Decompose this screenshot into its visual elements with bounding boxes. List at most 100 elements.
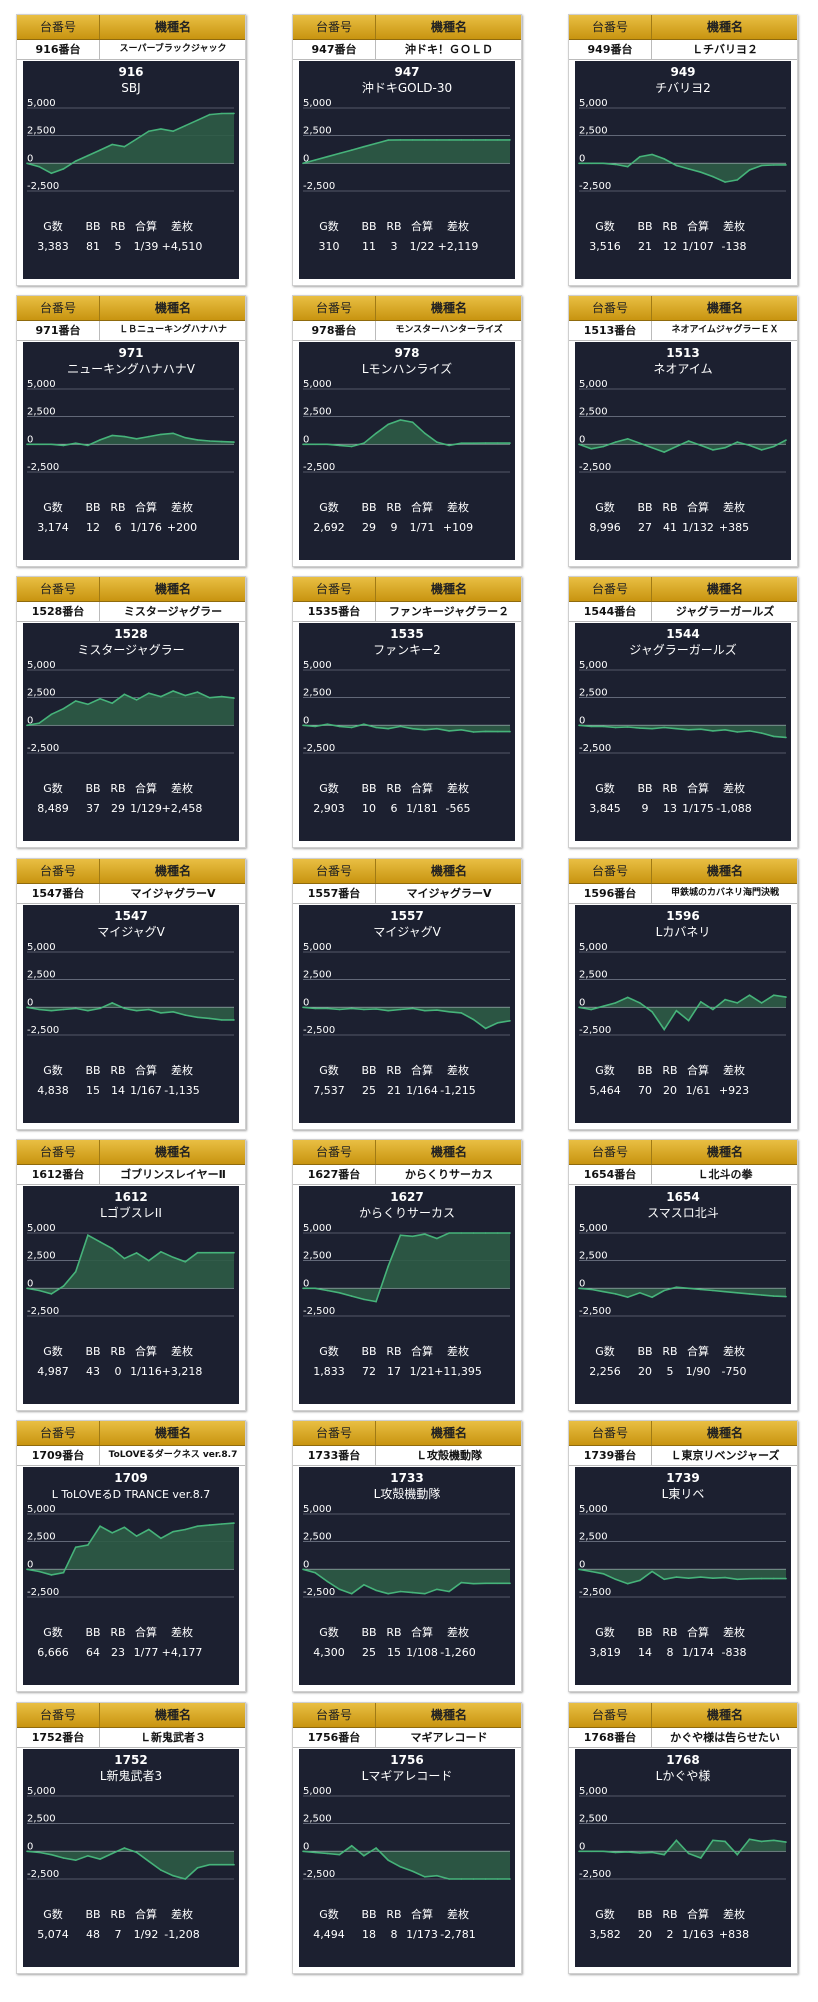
card-info-row: 1547番台 マイジャグラーⅤ bbox=[17, 884, 245, 904]
stat-value-diff: -1,215 bbox=[440, 1084, 475, 1097]
machine-card[interactable]: 台番号 機種名 1627番台 からくりサーカス 1627 からくりサーカス 5,000 2,5… bbox=[292, 1139, 522, 1411]
data-point bbox=[74, 1546, 77, 1548]
data-point bbox=[38, 443, 40, 446]
y-tick-label: 0 bbox=[303, 715, 309, 726]
data-point bbox=[700, 1857, 702, 1859]
data-point bbox=[196, 439, 199, 441]
machine-name: からくりサーカス bbox=[375, 1165, 522, 1184]
data-point bbox=[387, 1592, 389, 1595]
data-point bbox=[724, 1576, 726, 1579]
stat-label-diff: 差枚 bbox=[447, 1625, 469, 1639]
machine-card[interactable]: 台番号 機種名 1709番台 ToLOVEるダークネス ver.8.7 1709 L To… bbox=[16, 1420, 246, 1692]
series-line bbox=[302, 1568, 510, 1595]
stat-value-rb: 17 bbox=[387, 1365, 401, 1378]
machine-card[interactable]: 台番号 機種名 916番台 スーパーブラックジャック 916 SBJ 5,000 2,500 0… bbox=[16, 14, 246, 286]
machine-card[interactable]: 台番号 機種名 949番台 Ｌチバリヨ２ 949 チバリヨ2 5,000 2,500 0 -2,5… bbox=[568, 14, 798, 286]
series-line bbox=[302, 723, 510, 733]
stat-label-rb: RB bbox=[662, 1345, 677, 1358]
machine-card[interactable]: 台番号 機種名 1513番台 ネオアイムジャグラーＥＸ 1513 ネオアイム 5,000 2,… bbox=[568, 295, 798, 567]
y-tick-label: -2,500 bbox=[27, 743, 59, 754]
data-point bbox=[651, 1296, 653, 1298]
stat-value-total: 1/71 bbox=[410, 521, 435, 534]
series-area bbox=[579, 1287, 786, 1298]
diff-chart: 1596 Lカバネリ 5,000 2,500 0 -2,500 G数 BB RB 合算 差枚 5,46… bbox=[578, 909, 787, 1097]
data-point bbox=[448, 730, 450, 732]
machine-card[interactable]: 台番号 機種名 1596番台 甲鉄城のカバネリ海門決戦 1596 Lカバネリ 5,000 2,… bbox=[568, 858, 798, 1130]
stat-label-rb: RB bbox=[662, 501, 677, 514]
data-point bbox=[614, 441, 617, 443]
machine-card[interactable]: 台番号 機種名 1528番台 ミスタージャグラー 1528 ミスタージャグラー 5,000 2… bbox=[16, 576, 246, 848]
data-point bbox=[785, 164, 787, 166]
data-point bbox=[590, 162, 592, 165]
stat-label-bb: BB bbox=[361, 1064, 376, 1077]
stat-value-bb: 37 bbox=[86, 802, 100, 815]
series-area bbox=[579, 995, 786, 1030]
stat-value-games: 3,845 bbox=[589, 802, 621, 815]
data-point bbox=[472, 1878, 475, 1880]
data-point bbox=[387, 727, 389, 730]
y-tick-label: -2,500 bbox=[303, 743, 335, 754]
machine-name-header: 機種名 bbox=[99, 1140, 246, 1164]
machine-name: Ｌ攻殻機動隊 bbox=[375, 1446, 522, 1465]
stat-value-rb: 9 bbox=[391, 521, 398, 534]
y-tick-label: 0 bbox=[579, 1278, 585, 1289]
machine-card[interactable]: 台番号 機種名 1756番台 マギアレコード 1756 Lマギアレコード 5,000 2,50… bbox=[292, 1702, 522, 1974]
stat-value-bb: 11 bbox=[362, 240, 376, 253]
data-point bbox=[736, 1002, 739, 1004]
chart-panel: 1557 マイジャグV 5,000 2,500 0 -2,500 G数 BB RB 合算 差枚 7,5… bbox=[299, 905, 515, 1123]
data-point bbox=[184, 1878, 187, 1880]
stat-label-diff: 差枚 bbox=[171, 1344, 193, 1358]
data-point bbox=[472, 442, 475, 444]
machine-card[interactable]: 台番号 機種名 1752番台 Ｌ新鬼武者３ 1752 L新鬼武者3 5,000 2,500 0 -… bbox=[16, 1702, 246, 1974]
machine-card[interactable]: 台番号 機種名 1733番台 Ｌ攻殻機動隊 1733 L攻殻機動隊 5,000 2,500 0 -… bbox=[292, 1420, 522, 1692]
machine-name: ジャグラーガールズ bbox=[651, 602, 798, 621]
data-point bbox=[123, 1526, 126, 1529]
chart-subtitle: L ToLOVEるD TRANCE ver.8.7 bbox=[52, 1488, 210, 1501]
machine-card[interactable]: 台番号 機種名 978番台 モンスターハンターライズ 978 Lモンハンライズ 5,000 2… bbox=[292, 295, 522, 567]
diff-chart: 1654 スマスロ北斗 5,000 2,500 0 -2,500 G数 BB RB 合算 差枚 2,2… bbox=[578, 1190, 787, 1378]
stat-value-diff: -1,260 bbox=[440, 1646, 475, 1659]
data-point bbox=[448, 1878, 450, 1880]
stat-label-bb: BB bbox=[85, 1908, 100, 1921]
stat-value-games: 5,074 bbox=[37, 1928, 69, 1941]
data-point bbox=[375, 1300, 377, 1303]
machine-card[interactable]: 台番号 機種名 1739番台 Ｌ東京リベンジャーズ 1739 L東リベ 5,000 2,500… bbox=[568, 1420, 798, 1692]
series-line bbox=[303, 419, 510, 448]
machine-card[interactable]: 台番号 機種名 1557番台 マイジャグラーⅤ 1557 マイジャグV 5,000 2,500… bbox=[292, 858, 522, 1130]
machine-card[interactable]: 台番号 機種名 947番台 沖ドキ！ＧＯＬＤ 947 沖ドキGOLD-30 5,000 2,5… bbox=[292, 14, 522, 286]
data-point bbox=[375, 432, 377, 435]
data-point bbox=[748, 730, 751, 732]
machine-card[interactable]: 台番号 機種名 1768番台 かぐや様は告らせたい 1768 Lかぐや様 5,000 2,50… bbox=[568, 1702, 798, 1974]
data-point bbox=[326, 443, 329, 446]
stat-label-rb: RB bbox=[386, 220, 401, 233]
data-point bbox=[484, 1582, 487, 1585]
machine-card[interactable]: 台番号 機種名 1544番台 ジャグラーガールズ 1544 ジャグラーガールズ 5,000 2… bbox=[568, 576, 798, 848]
machine-card[interactable]: 台番号 機種名 971番台 ＬＢニューキングハナハナ 971 ニューキングハナハナV 5,0… bbox=[16, 295, 246, 567]
card-header: 台番号 機種名 bbox=[17, 1421, 245, 1446]
stat-label-total: 合算 bbox=[411, 1344, 433, 1358]
machine-card[interactable]: 台番号 機種名 1612番台 ゴブリンスレイヤーⅡ 1612 LゴブスレII 5,000 2,… bbox=[16, 1139, 246, 1411]
card-info-row: 1752番台 Ｌ新鬼武者３ bbox=[17, 1728, 245, 1748]
stat-value-total: 1/92 bbox=[134, 1928, 159, 1941]
data-point bbox=[411, 421, 414, 423]
machine-name-header: 機種名 bbox=[375, 1703, 522, 1727]
machine-card[interactable]: 台番号 機種名 1547番台 マイジャグラーⅤ 1547 マイジャグV 5,000 2,500… bbox=[16, 858, 246, 1130]
chart-title: 916 bbox=[118, 65, 143, 79]
data-point bbox=[338, 152, 341, 155]
machine-no-header: 台番号 bbox=[591, 20, 628, 34]
machine-card[interactable]: 台番号 機種名 1535番台 ファンキージャグラー２ 1535 ファンキー2 5,000 2,… bbox=[292, 576, 522, 848]
data-point bbox=[448, 1232, 450, 1234]
machine-unit: 978番台 bbox=[311, 324, 357, 337]
stat-value-games: 4,300 bbox=[313, 1646, 345, 1659]
machine-card[interactable]: 台番号 機種名 1654番台 Ｌ北斗の拳 1654 スマスロ北斗 5,000 2,500 0 -2… bbox=[568, 1139, 798, 1411]
data-point bbox=[399, 1590, 402, 1593]
stat-value-diff: +838 bbox=[719, 1928, 749, 1941]
data-point bbox=[626, 438, 629, 440]
stat-label-rb: RB bbox=[110, 1626, 125, 1639]
data-point bbox=[687, 729, 690, 731]
stat-label-games: G数 bbox=[43, 1345, 63, 1358]
y-tick-label: -2,500 bbox=[27, 181, 59, 192]
data-point bbox=[375, 142, 377, 145]
stat-value-diff: +4,510 bbox=[162, 240, 203, 253]
data-point bbox=[314, 1571, 316, 1574]
